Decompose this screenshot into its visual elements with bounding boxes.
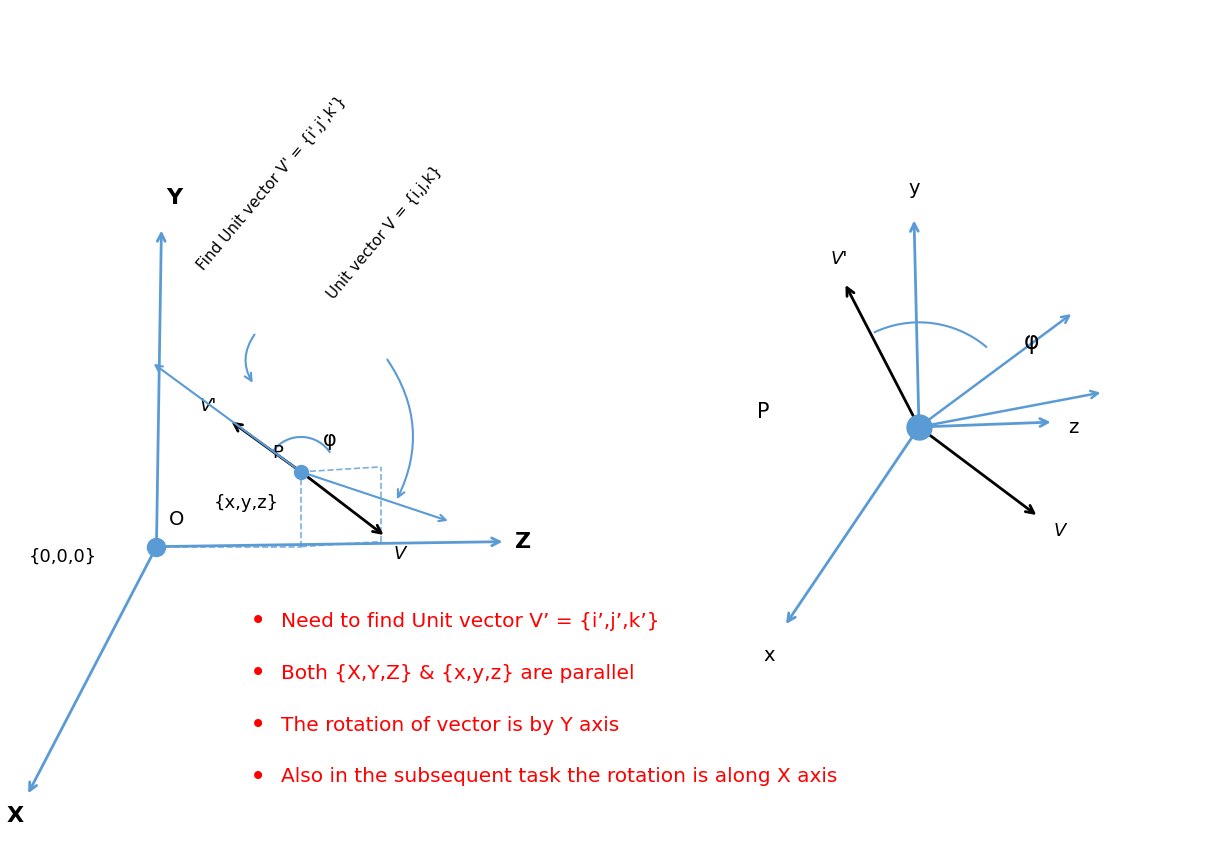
Text: Z: Z [516,531,532,552]
Text: V': V' [831,249,848,267]
Text: φ: φ [1023,330,1039,354]
Text: y: y [908,179,919,198]
Text: P: P [757,402,769,422]
Text: •: • [250,608,266,635]
Text: Need to find Unit vector V’ = {i’,j’,k’}: Need to find Unit vector V’ = {i’,j’,k’} [281,612,660,631]
Text: V: V [1053,522,1065,540]
Text: V': V' [199,397,217,415]
Text: P: P [272,444,283,462]
Text: Y: Y [167,188,182,207]
Text: The rotation of vector is by Y axis: The rotation of vector is by Y axis [281,716,620,734]
Text: •: • [250,659,266,687]
Text: •: • [250,763,266,791]
Text: V: V [394,544,406,563]
Text: Unit vector V = {i,j,k}: Unit vector V = {i,j,k} [324,163,445,303]
Text: {0,0,0}: {0,0,0} [29,548,97,566]
Text: {x,y,z}: {x,y,z} [214,494,279,512]
Text: Also in the subsequent task the rotation is along X axis: Also in the subsequent task the rotation… [281,767,837,787]
Text: Find Unit vector V' = {i',j',k'}: Find Unit vector V' = {i',j',k'} [194,93,349,273]
Text: O: O [168,510,184,529]
Text: •: • [250,711,266,739]
Text: x: x [763,646,776,665]
Text: φ: φ [323,430,337,450]
Text: z: z [1069,417,1079,436]
Text: Both {X,Y,Z} & {x,y,z} are parallel: Both {X,Y,Z} & {x,y,z} are parallel [281,663,634,683]
Text: X: X [7,806,24,826]
